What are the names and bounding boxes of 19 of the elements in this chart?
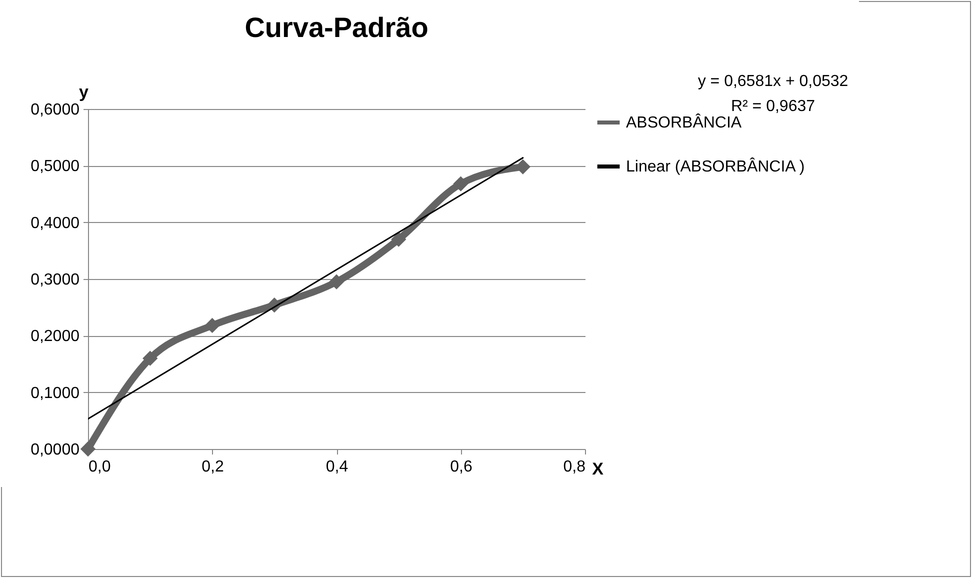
y-tick-label: 0,2000 [30, 328, 80, 346]
y-tick-label: 0,6000 [30, 102, 80, 118]
y-tick-label: 0,4000 [30, 214, 80, 232]
y-tick-label: 0,1000 [30, 384, 80, 402]
chart-title: Curva-Padrão [244, 12, 428, 43]
x-tick-label: 0,4 [326, 458, 348, 476]
x-tick-label: 0,6 [450, 458, 472, 476]
y-tick-label: 0,5000 [30, 158, 80, 176]
legend-label: Linear (ABSORBÂNCIA ) [626, 158, 805, 176]
x-tick-label: 0,0 [88, 458, 111, 476]
y-tick-label: 0,0000 [30, 442, 80, 458]
x-axis-title: X [592, 460, 604, 478]
x-tick-label: 0,2 [202, 458, 224, 476]
y-axis-title: y [79, 82, 90, 102]
text: R² = 0,9637 [730, 98, 816, 115]
y-tick-label: 0,3000 [30, 272, 80, 288]
x-tick-label: 0,8 [563, 458, 586, 476]
text: y = 0,6581x + 0,0532 [698, 73, 848, 90]
legend-label: ABSORBÂNCIA [626, 114, 742, 132]
